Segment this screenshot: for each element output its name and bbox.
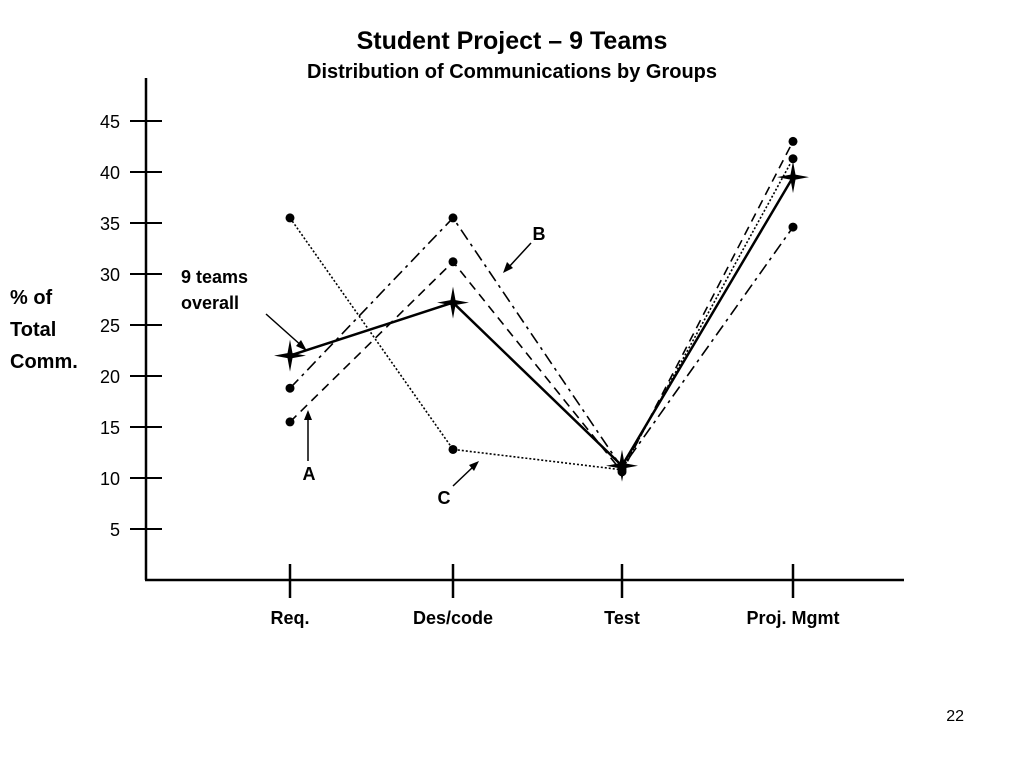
overall-label-line-2: overall <box>181 293 239 313</box>
overall-arrow-line <box>265 313 304 348</box>
a-arrow-head <box>304 410 312 420</box>
series-2-point-3 <box>788 222 798 232</box>
y-axis-label-line-2: Total <box>10 319 57 341</box>
y-axis-label-line-1: % of <box>10 287 53 309</box>
overall-arrow-head <box>296 340 307 351</box>
series-line-1 <box>289 141 794 474</box>
x-tick-label-0: Req. <box>270 608 309 628</box>
series-a-label: A <box>303 464 316 484</box>
y-tick-label-10: 10 <box>100 469 120 489</box>
y-axis-label-line-3: Comm. <box>10 351 78 373</box>
chart-series <box>289 141 795 474</box>
series-line-2 <box>289 216 794 470</box>
y-tick-label-25: 25 <box>100 316 120 336</box>
c-arrow-line <box>452 465 475 487</box>
series-line-0 <box>289 176 795 468</box>
y-tick-label-5: 5 <box>110 520 120 540</box>
series-line-3 <box>289 158 794 471</box>
series-3-point-1 <box>448 444 458 454</box>
series-3-point-2 <box>617 465 627 475</box>
series-2-point-0 <box>285 383 295 393</box>
chart-annotations: 9 teams overall A B C <box>181 224 546 508</box>
y-tick-label-35: 35 <box>100 214 120 234</box>
y-tick-label-40: 40 <box>100 163 120 183</box>
y-tick-label-45: 45 <box>100 112 120 132</box>
overall-label-line-1: 9 teams <box>181 267 248 287</box>
series-1-point-0 <box>285 417 295 427</box>
series-c-label: C <box>438 488 451 508</box>
series-0-point-3 <box>777 161 809 194</box>
b-arrow-line <box>507 242 532 269</box>
y-axis-label: % of Total Comm. <box>10 282 78 378</box>
series-3-point-0 <box>285 213 295 223</box>
y-tick-label-15: 15 <box>100 418 120 438</box>
slide-title: Student Project – 9 Teams <box>356 27 668 55</box>
series-1-point-1 <box>448 257 458 267</box>
page-number: 22 <box>946 708 964 725</box>
series-b-label: B <box>533 224 546 244</box>
series-1-point-3 <box>788 136 798 146</box>
series-0-point-0 <box>274 339 306 372</box>
x-tick-label-1: Des/code <box>413 608 493 628</box>
b-arrow-head <box>503 262 513 273</box>
y-tick-label-30: 30 <box>100 265 120 285</box>
series-3-point-3 <box>788 154 798 164</box>
series-2-point-1 <box>448 213 458 223</box>
chart-markers <box>274 136 809 482</box>
chart-axes: 5 10 15 20 25 30 35 40 45 Req. Des/code Test Proj. M… <box>100 78 904 628</box>
chart-subtitle: Distribution of Communications by Groups <box>307 61 717 83</box>
series-0-point-1 <box>437 286 469 319</box>
y-tick-label-20: 20 <box>100 367 120 387</box>
c-arrow-head <box>469 461 479 471</box>
x-tick-label-2: Test <box>604 608 640 628</box>
x-tick-label-3: Proj. Mgmt <box>747 608 840 628</box>
